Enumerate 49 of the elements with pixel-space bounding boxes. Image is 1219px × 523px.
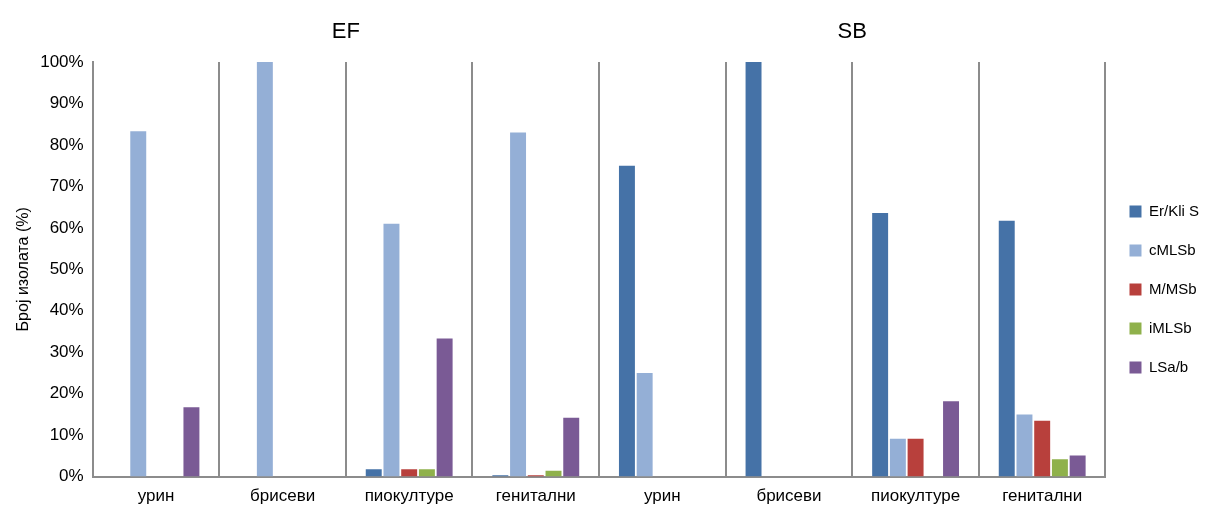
bar	[401, 469, 418, 477]
bar	[418, 469, 435, 477]
y-tick-label: 100%	[40, 51, 84, 71]
y-axis-title: Број изолата (%)	[14, 207, 32, 332]
x-tick-label: генитални	[1002, 486, 1083, 506]
text: EF	[331, 18, 360, 44]
bar	[1051, 459, 1068, 477]
bar	[1034, 420, 1051, 477]
text: SB	[837, 18, 867, 44]
y-tick-label: 30%	[49, 341, 84, 361]
y-tick-label: 10%	[49, 424, 84, 444]
x-tick-label: брисеви	[250, 486, 316, 506]
bar	[907, 438, 924, 477]
y-tick-label: 90%	[49, 93, 84, 113]
bar	[872, 212, 889, 477]
bar	[383, 223, 400, 477]
y-tick-label: 70%	[49, 176, 84, 196]
y-tick-label: 60%	[49, 217, 84, 237]
x-tick-label: пиокултуре	[364, 486, 454, 506]
bar	[618, 165, 635, 477]
bar	[889, 438, 906, 477]
bar	[365, 469, 382, 477]
x-tick-label: генитални	[495, 486, 576, 506]
bar	[256, 62, 273, 477]
y-tick-label: 80%	[49, 134, 84, 154]
bar	[943, 401, 960, 477]
y-tick-label: 50%	[49, 258, 84, 278]
legend-label: LSa/b	[1148, 357, 1189, 375]
bar	[130, 131, 147, 477]
bar	[563, 417, 580, 477]
y-tick-label: 40%	[49, 300, 84, 320]
legend-label: cMLSb	[1148, 240, 1196, 258]
x-tick-label: пиокултуре	[871, 486, 961, 506]
bar	[183, 407, 200, 477]
bar	[636, 372, 653, 477]
bar	[745, 62, 762, 477]
x-tick-label: урин	[137, 486, 175, 506]
legend-label: M/MSb	[1148, 279, 1197, 297]
bar	[436, 338, 453, 477]
bar	[1069, 455, 1086, 477]
bar	[1016, 414, 1033, 477]
x-tick-label: урин	[644, 486, 681, 506]
bar	[510, 132, 527, 477]
bar	[998, 220, 1015, 477]
legend-label: iMLSb	[1148, 318, 1192, 336]
y-tick-label: 0%	[59, 466, 84, 486]
y-tick-label: 20%	[49, 383, 84, 403]
legend-label: Er/Kli S	[1148, 201, 1200, 219]
x-tick-label: брисеви	[756, 486, 822, 506]
